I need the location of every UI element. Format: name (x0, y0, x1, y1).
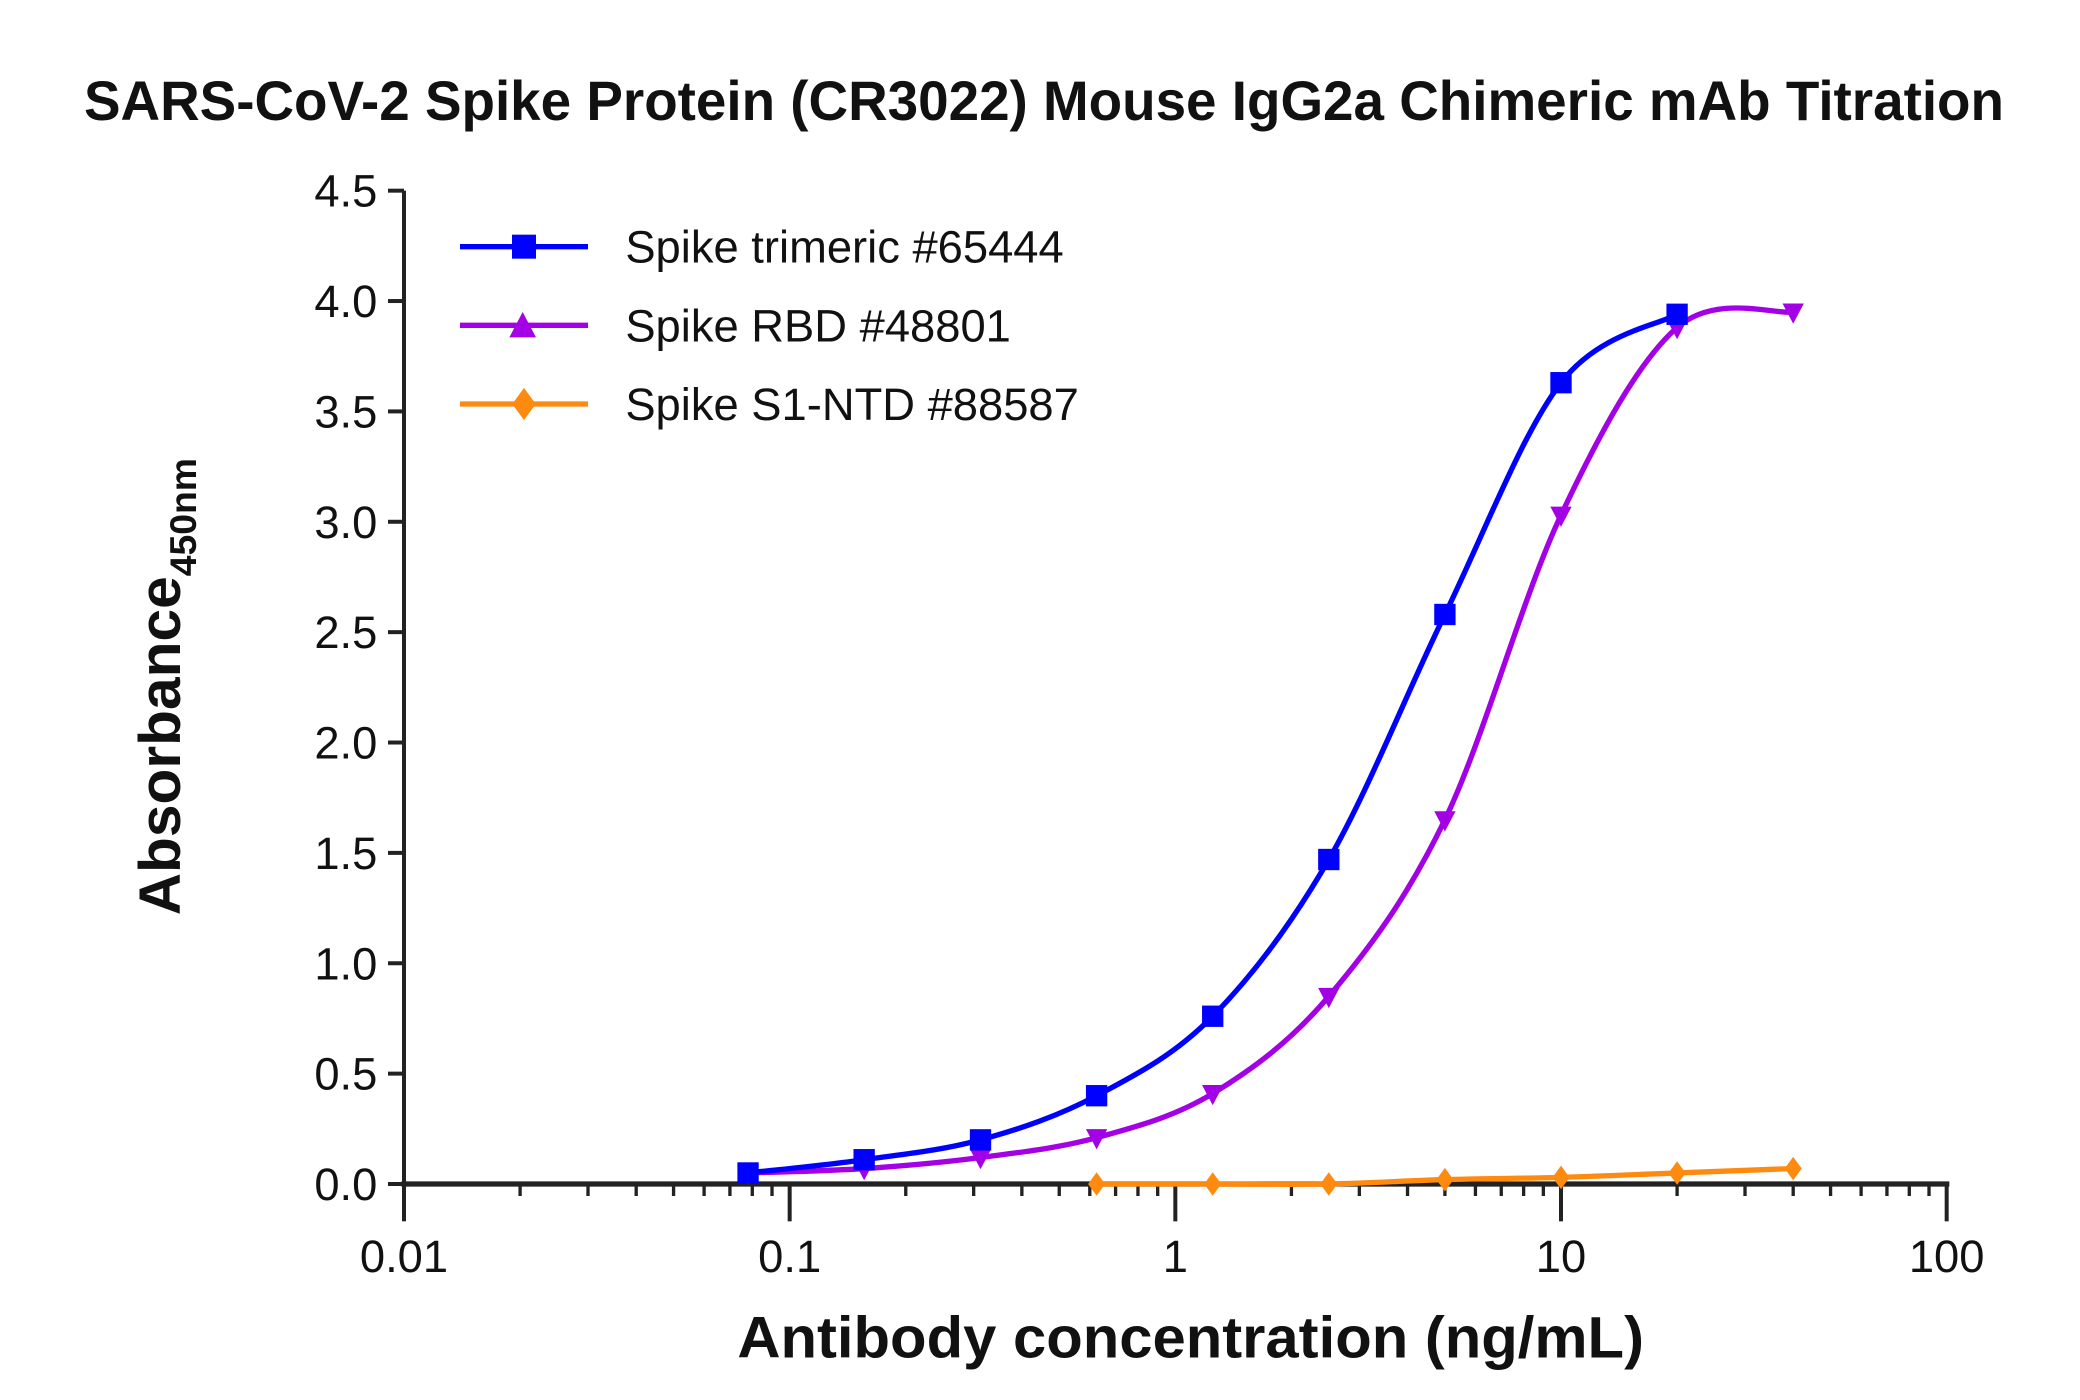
y-tick-label: 4.0 (314, 276, 377, 327)
y-axis-label-group: Absorbance450nm (128, 458, 204, 915)
data-point-square (853, 1149, 875, 1171)
data-point-diamond (1204, 1172, 1222, 1196)
x-axis-label: Antibody concentration (ng/mL) (737, 1305, 1644, 1370)
data-point-triangle (1085, 1129, 1108, 1150)
y-axis-label-subscript: 450nm (162, 458, 204, 576)
legend-item: Spike RBD #48801 (460, 300, 1011, 351)
data-point-diamond (1088, 1172, 1106, 1196)
legend-item: Spike S1-NTD #88587 (460, 379, 1079, 430)
chart-title: SARS-CoV-2 Spike Protein (CR3022) Mouse … (84, 69, 2004, 132)
y-tick-label: 0.5 (314, 1049, 377, 1100)
data-point-square (512, 234, 536, 259)
legend-item: Spike trimeric #65444 (460, 222, 1064, 273)
legend-marker-triangle (509, 312, 536, 338)
data-point-diamond (1784, 1156, 1802, 1181)
y-tick-label: 2.0 (314, 718, 377, 769)
data-point-triangle (1318, 987, 1340, 1009)
data-point-triangle (1434, 811, 1456, 832)
x-tick-label: 1 (1163, 1231, 1188, 1282)
y-tick-label: 1.0 (314, 938, 377, 989)
data-point-square (1318, 848, 1340, 871)
legend-label: Spike S1-NTD #88587 (625, 379, 1079, 430)
data-point-triangle (969, 1148, 992, 1170)
y-tick-label: 1.5 (314, 828, 377, 879)
y-tick-label: 2.5 (314, 607, 377, 658)
series-square (737, 303, 1688, 1184)
y-tick-label: 3.0 (314, 497, 377, 548)
legend-label: Spike RBD #48801 (625, 300, 1011, 351)
series-diamond (1088, 1156, 1802, 1196)
data-point-triangle (1202, 1084, 1224, 1106)
data-point-square (1666, 303, 1688, 325)
series-line (747, 305, 1794, 1176)
data-point-diamond (512, 387, 536, 421)
data-point-square (1085, 1085, 1108, 1107)
x-tick-label: 100 (1909, 1231, 1985, 1282)
series-triangle (737, 303, 1804, 1185)
data-point-diamond (1668, 1161, 1686, 1185)
x-tick-label: 0.01 (360, 1231, 448, 1282)
y-tick-label: 3.5 (314, 386, 377, 437)
y-tick-label: 0.0 (314, 1159, 377, 1210)
data-point-triangle (1782, 303, 1804, 324)
y-axis-label: Absorbance450nm (128, 458, 204, 915)
data-point-square (1550, 372, 1572, 394)
data-point-square (737, 1162, 759, 1184)
data-point-triangle (1550, 506, 1572, 527)
data-point-square (969, 1129, 992, 1151)
legend-label: Spike trimeric #65444 (625, 222, 1063, 273)
series-line (747, 311, 1679, 1176)
data-point-diamond (1552, 1165, 1570, 1190)
data-point-square (1434, 603, 1456, 626)
x-tick-label: 0.1 (758, 1231, 821, 1282)
data-point-diamond (1320, 1172, 1338, 1196)
data-point-square (1202, 1005, 1224, 1027)
x-tick-label: 10 (1536, 1231, 1586, 1282)
y-axis-label-main: Absorbance (128, 576, 193, 915)
y-tick-label: 4.5 (314, 166, 377, 217)
data-point-diamond (1436, 1167, 1454, 1192)
